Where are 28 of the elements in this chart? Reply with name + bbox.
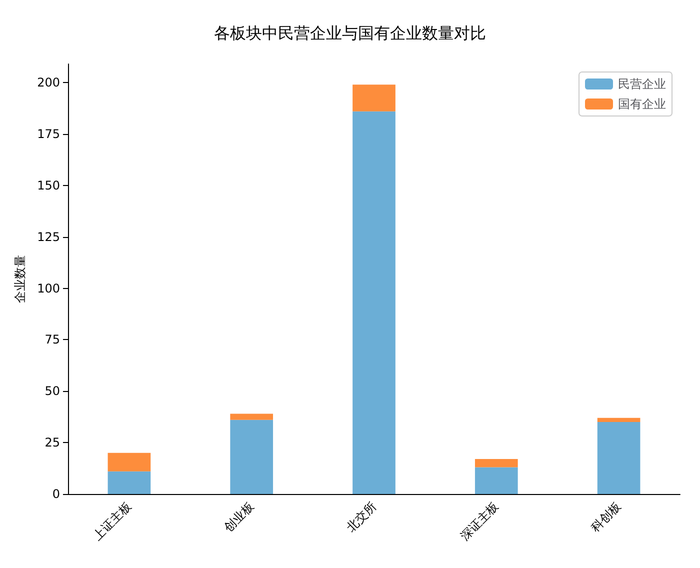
- y-tick-label: 200: [37, 76, 60, 90]
- bar: [597, 422, 640, 494]
- x-tick-label: 深证主板: [458, 499, 502, 543]
- legend-label: 民营企业: [618, 77, 666, 91]
- bar: [108, 471, 151, 494]
- bar: [230, 420, 274, 494]
- y-tick-label: 0: [52, 487, 60, 501]
- x-tick-label: 科创板: [588, 499, 624, 534]
- y-tick-label: 125: [37, 230, 60, 244]
- bar: [230, 414, 274, 420]
- y-tick-label: 150: [37, 178, 60, 192]
- y-tick-label: 100: [37, 281, 60, 296]
- y-axis-title: 企业数量: [13, 255, 28, 303]
- bar: [597, 418, 640, 422]
- y-tick-label: 25: [44, 436, 60, 450]
- x-tick-label: 上证主板: [90, 499, 134, 543]
- x-tick-label: 创业板: [221, 499, 257, 534]
- chart-title: 各板块中民营企业与国有企业数量对比: [214, 24, 486, 42]
- bar: [474, 459, 518, 468]
- bar: [474, 467, 518, 494]
- x-tick-label: 北交所: [344, 499, 379, 534]
- y-tick-label: 175: [37, 126, 60, 141]
- bar: [352, 111, 396, 494]
- y-tick-label: 50: [44, 384, 60, 398]
- bar: [108, 452, 151, 472]
- legend-label: 国有企业: [618, 97, 666, 111]
- y-tick-label: 75: [44, 332, 60, 347]
- bar: [352, 84, 396, 112]
